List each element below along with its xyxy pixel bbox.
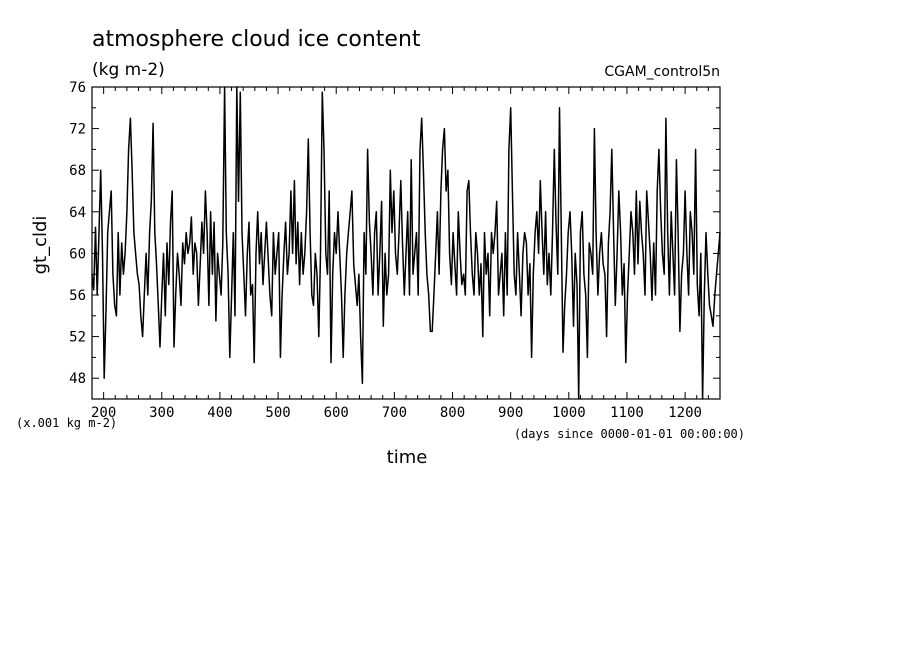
- x-tick-label: 1200: [668, 405, 702, 421]
- chart-title: atmosphere cloud ice content: [92, 27, 421, 52]
- y-tick-label: 60: [69, 246, 86, 262]
- plot-area: 48 52 56 60 64 68 72 76 200 300 400 500 600 700 800 900…: [69, 80, 721, 421]
- x-tick-label: 300: [149, 405, 174, 421]
- y-tick-label: 48: [69, 371, 86, 387]
- x-tick-label: 600: [324, 405, 349, 421]
- x-tick-label: 400: [207, 405, 232, 421]
- chart-units: (kg m-2): [92, 60, 165, 80]
- dataset-label: CGAM_control5n: [604, 64, 720, 80]
- x-tick-label: 700: [382, 405, 407, 421]
- x-tick-label: 1000: [552, 405, 586, 421]
- y-axis-label: gt_cldi: [30, 216, 51, 275]
- x-axis-label: time: [387, 447, 428, 468]
- y-tick-label: 68: [69, 163, 86, 179]
- x-units-label: (days since 0000-01-01 00:00:00): [514, 427, 745, 441]
- y-tick-label: 52: [69, 330, 86, 346]
- x-tick-label: 800: [440, 405, 465, 421]
- x-tick-label: 1100: [610, 405, 644, 421]
- series-line: [91, 86, 721, 400]
- y-tick-label: 56: [69, 288, 86, 304]
- x-tick-label: 500: [265, 405, 290, 421]
- x-tick-label: 900: [498, 405, 523, 421]
- x-tick-label: 200: [91, 405, 116, 421]
- y-scale-note: (x.001 kg m-2): [16, 416, 117, 430]
- y-tick-label: 76: [69, 80, 86, 96]
- y-tick-label: 64: [69, 205, 86, 221]
- y-tick-label: 72: [69, 122, 86, 138]
